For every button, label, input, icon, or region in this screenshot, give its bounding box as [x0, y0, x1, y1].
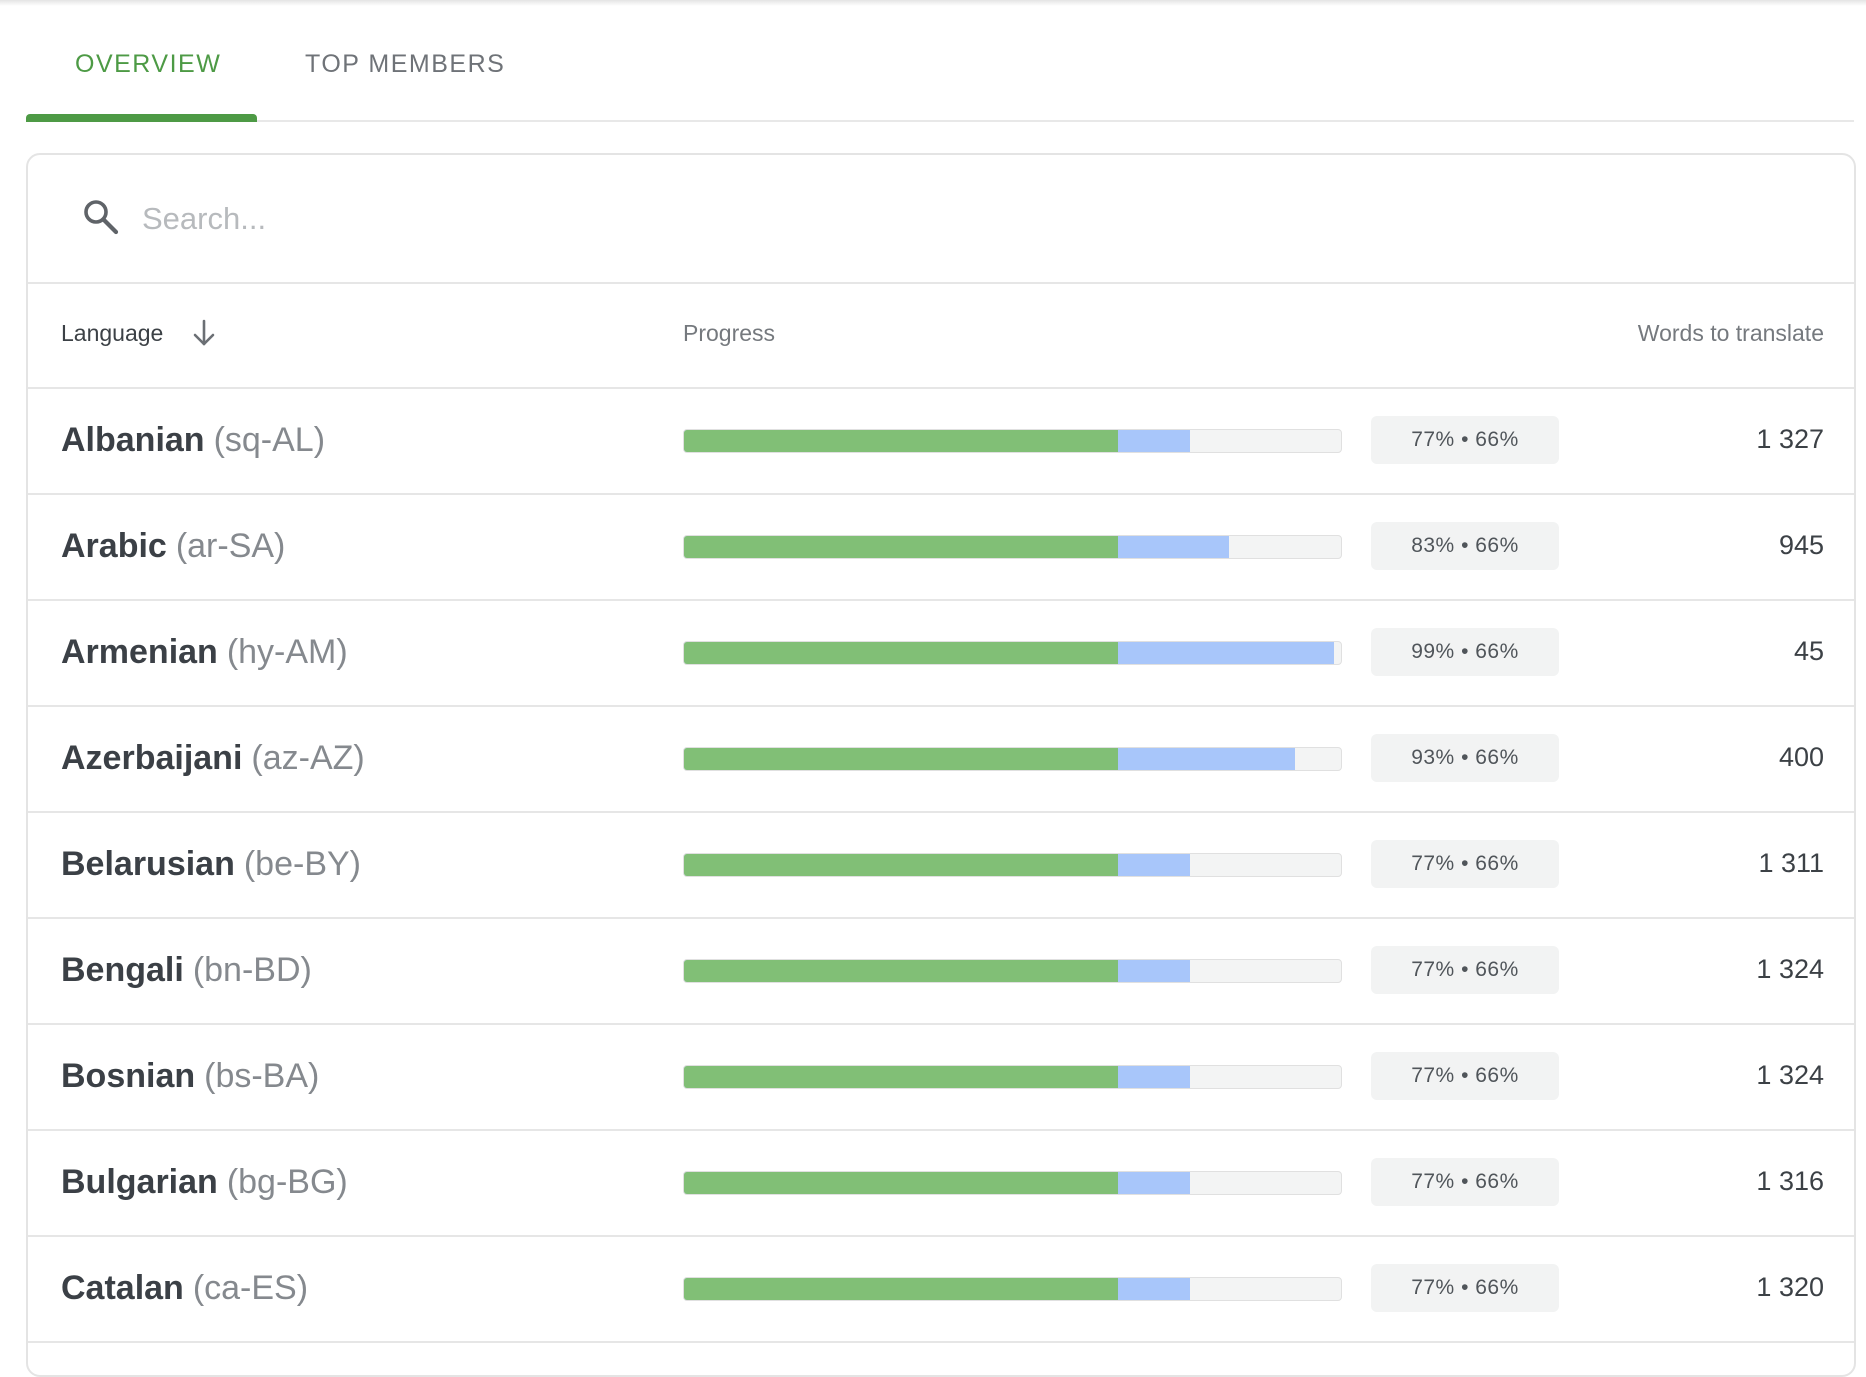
- language-name[interactable]: Belarusian (be-BY): [61, 845, 361, 883]
- language-row[interactable]: Bengali (bn-BD) 77% • 66% 1 324: [28, 919, 1854, 1025]
- search-icon: [84, 200, 119, 235]
- language-list: Albanian (sq-AL) 77% • 66% 1 327 Arabic (a…: [28, 389, 1854, 1343]
- approved-fill: [684, 430, 1118, 452]
- language-code: (ar-SA): [175, 527, 286, 565]
- approved-fill: [684, 748, 1118, 770]
- language-name[interactable]: Bosnian (bs-BA): [61, 1057, 320, 1095]
- words-count: 945: [1778, 530, 1824, 560]
- progress-column-header: Progress: [683, 320, 776, 346]
- languages-card: Language Progress Words to translate Alb…: [26, 153, 1856, 1377]
- approved-fill: [684, 642, 1118, 664]
- language-row[interactable]: Belarusian (be-BY) 77% • 66% 1 311: [28, 813, 1854, 919]
- approved-fill: [684, 1066, 1118, 1088]
- words-count: 1 316: [1756, 1166, 1824, 1196]
- progress-bar: [683, 959, 1342, 983]
- approved-fill: [684, 1278, 1118, 1300]
- tab-overview[interactable]: OVERVIEW: [75, 50, 222, 78]
- words-count: 1 311: [1758, 848, 1824, 878]
- progress-badge: 77% • 66%: [1371, 1158, 1559, 1206]
- progress-badge: 77% • 66%: [1371, 1052, 1559, 1100]
- tab-bar: OVERVIEW TOP MEMBERS: [26, 0, 1854, 122]
- progress-bar: [683, 535, 1342, 559]
- approved-fill: [684, 1172, 1118, 1194]
- language-code: (hy-AM): [226, 633, 348, 671]
- language-column-header[interactable]: Language: [61, 320, 164, 346]
- language-code: (be-BY): [243, 845, 361, 883]
- progress-badge: 83% • 66%: [1371, 522, 1559, 570]
- language-row[interactable]: Bosnian (bs-BA) 77% • 66% 1 324: [28, 1025, 1854, 1131]
- approved-fill: [684, 960, 1118, 982]
- language-row[interactable]: Catalan (ca-ES) 77% • 66% 1 320: [28, 1237, 1854, 1343]
- language-name[interactable]: Bengali (bn-BD): [61, 951, 312, 989]
- language-row[interactable]: Azerbaijani (az-AZ) 93% • 66% 400: [28, 707, 1854, 813]
- words-count: 1 324: [1756, 1060, 1824, 1090]
- progress-badge: 77% • 66%: [1371, 946, 1559, 994]
- progress-bar: [683, 1065, 1342, 1089]
- language-row[interactable]: Armenian (hy-AM) 99% • 66% 45: [28, 601, 1854, 707]
- search-input[interactable]: [140, 188, 944, 250]
- progress-bar: [683, 1171, 1342, 1195]
- progress-badge: 99% • 66%: [1371, 628, 1559, 676]
- language-code: (bn-BD): [192, 951, 312, 989]
- language-name[interactable]: Armenian (hy-AM): [61, 633, 348, 671]
- approved-fill: [684, 854, 1118, 876]
- language-code: (bg-BG): [226, 1163, 348, 1201]
- words-column-header: Words to translate: [1637, 320, 1824, 346]
- progress-badge: 77% • 66%: [1371, 1264, 1559, 1312]
- progress-bar: [683, 641, 1342, 665]
- language-name[interactable]: Arabic (ar-SA): [61, 527, 286, 565]
- tab-top-members[interactable]: TOP MEMBERS: [305, 50, 506, 78]
- active-tab-indicator: [26, 114, 257, 122]
- progress-bar: [683, 1277, 1342, 1301]
- language-row[interactable]: Arabic (ar-SA) 83% • 66% 945: [28, 495, 1854, 601]
- words-count: 1 320: [1756, 1272, 1824, 1302]
- table-header: Language Progress Words to translate: [28, 282, 1854, 389]
- words-count: 400: [1778, 742, 1824, 772]
- language-name[interactable]: Azerbaijani (az-AZ): [61, 739, 365, 777]
- language-row[interactable]: Albanian (sq-AL) 77% • 66% 1 327: [28, 389, 1854, 495]
- approved-fill: [684, 536, 1118, 558]
- words-count: 1 324: [1756, 954, 1824, 984]
- progress-badge: 77% • 66%: [1371, 416, 1559, 464]
- arrow-down-icon[interactable]: [190, 317, 218, 349]
- progress-bar: [683, 747, 1342, 771]
- top-shadow: [0, 0, 1866, 6]
- progress-bar: [683, 429, 1342, 453]
- language-name[interactable]: Catalan (ca-ES): [61, 1269, 309, 1307]
- progress-bar: [683, 853, 1342, 877]
- language-code: (bs-BA): [204, 1057, 320, 1095]
- progress-badge: 77% • 66%: [1371, 840, 1559, 888]
- language-code: (az-AZ): [251, 739, 365, 777]
- language-row[interactable]: Bulgarian (bg-BG) 77% • 66% 1 316: [28, 1131, 1854, 1237]
- language-code: (sq-AL): [213, 421, 326, 459]
- language-code: (ca-ES): [192, 1269, 309, 1307]
- language-name[interactable]: Bulgarian (bg-BG): [61, 1163, 348, 1201]
- words-count: 1 327: [1756, 424, 1824, 454]
- language-name[interactable]: Albanian (sq-AL): [61, 421, 326, 459]
- search-bar: [28, 155, 1854, 284]
- words-count: 45: [1793, 636, 1824, 666]
- progress-badge: 93% • 66%: [1371, 734, 1559, 782]
